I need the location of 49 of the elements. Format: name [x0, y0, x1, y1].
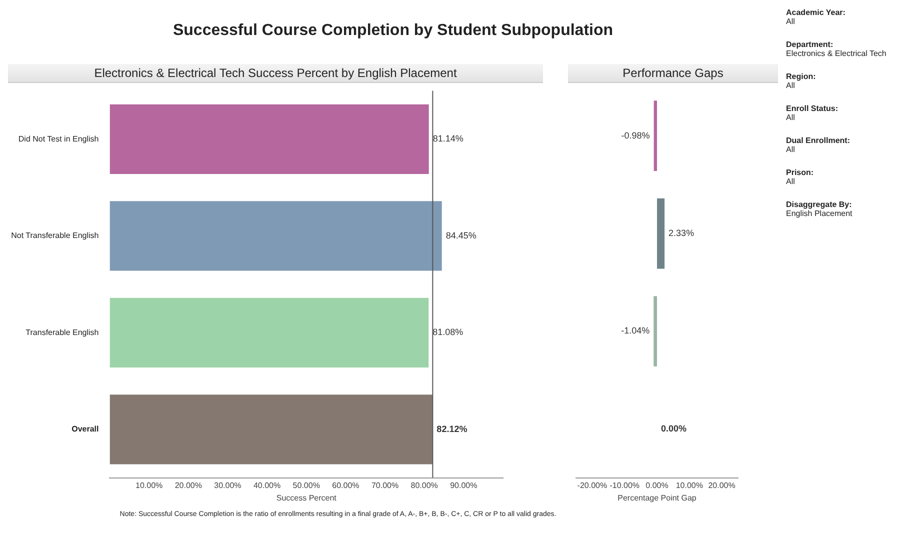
x-axis-title: Percentage Point Gap — [618, 493, 697, 502]
x-tick-label: 20.00% — [174, 480, 202, 490]
x-tick-label: -10.00% — [610, 480, 640, 490]
text: Department: — [786, 40, 834, 49]
chart-title: Successful Course Completion by Student Subpopulation — [172, 22, 614, 40]
data-label: -0.98% — [621, 130, 650, 140]
y-tick-label: Not Transferable English — [11, 231, 99, 240]
x-tick-label: 40.00% — [253, 480, 281, 490]
data-label: 82.12% — [436, 424, 468, 434]
data-label: 81.08% — [432, 327, 464, 338]
x-tick-label: -20.00% — [577, 480, 608, 490]
text: All — [786, 81, 796, 90]
chart-subtitle: Electronics & Electrical Tech Success Percent by English Placement — [8, 64, 543, 83]
bar — [110, 298, 429, 368]
text: Disaggregate By: — [786, 200, 853, 209]
data-label: 81.14% — [432, 134, 464, 144]
data-label: 0.00% — [661, 423, 687, 434]
x-tick-label: 70.00% — [371, 480, 399, 490]
text: All — [786, 17, 796, 26]
text: All — [786, 113, 796, 122]
x-tick-label: 60.00% — [332, 480, 360, 490]
text: All — [786, 177, 796, 186]
data-label: 2.33% — [668, 228, 694, 238]
text: English Placement — [786, 209, 854, 218]
data-label: 84.45% — [446, 230, 476, 240]
x-tick-label: 10.00% — [676, 480, 703, 490]
y-tick-label: Overall — [72, 424, 99, 434]
x-tick-label: 20.00% — [708, 480, 736, 490]
text: Dual Enrollment: — [786, 136, 852, 145]
text: Academic Year: — [786, 8, 846, 17]
x-tick-label: 0.00% — [646, 480, 668, 490]
x-tick-label: 10.00% — [136, 480, 163, 490]
text: Region: — [786, 72, 817, 81]
bar — [110, 394, 433, 464]
chart-subtitle: Performance Gaps — [568, 64, 778, 83]
y-tick-label: Did Not Test in English — [18, 134, 99, 144]
x-tick-label: 90.00% — [450, 480, 478, 490]
text: All — [786, 145, 796, 154]
x-tick-label: 80.00% — [410, 480, 438, 490]
x-tick-label: 30.00% — [214, 480, 242, 490]
bar — [110, 201, 442, 271]
text: Enroll Status: — [786, 104, 840, 113]
x-tick-label: 50.00% — [292, 480, 320, 490]
bar — [110, 104, 429, 174]
text: Prison: — [786, 168, 815, 177]
x-axis-title: Success Percent — [276, 493, 338, 502]
y-tick-label: Transferable English — [26, 328, 99, 337]
data-label: -1.04% — [621, 326, 650, 336]
text: Electronics & Electrical Tech — [786, 49, 888, 58]
